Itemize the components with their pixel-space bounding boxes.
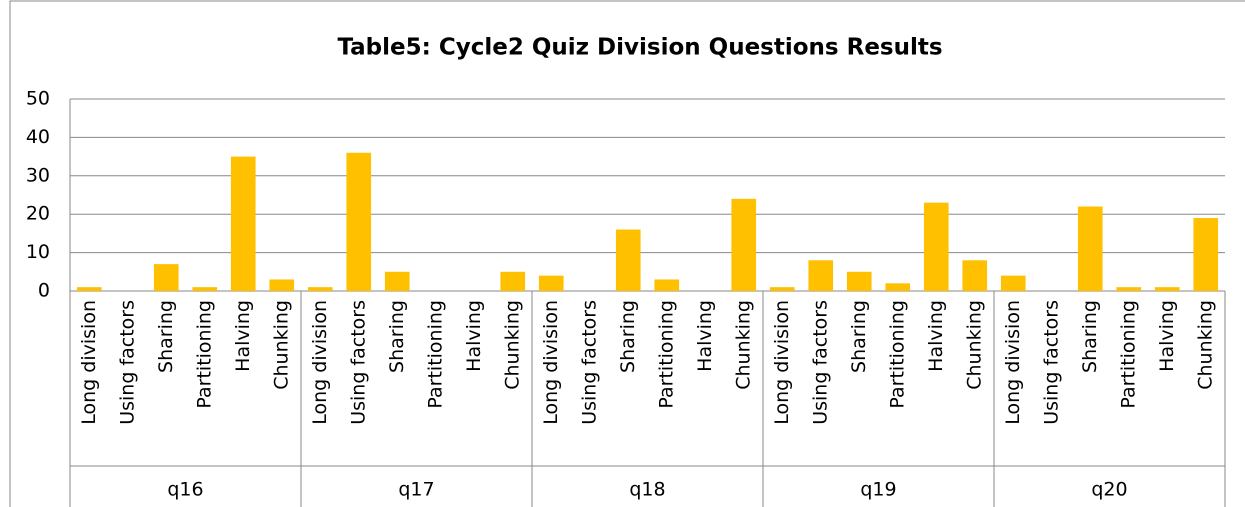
- bar: [500, 271, 526, 291]
- bar: [153, 264, 179, 291]
- bar: [769, 287, 795, 291]
- y-tick-label: 20: [26, 203, 50, 225]
- bar: [230, 156, 256, 291]
- x-tick-label: Chunking: [1194, 300, 1216, 390]
- group-label: q16: [167, 479, 203, 501]
- x-tick-label: Partitioning: [655, 300, 677, 409]
- bar: [962, 260, 988, 291]
- x-tick-label: Using factors: [116, 300, 138, 425]
- x-tick-label: Halving: [694, 300, 716, 372]
- x-tick-label: Long division: [771, 300, 793, 425]
- group-label: q17: [398, 479, 434, 501]
- x-tick-label: Partitioning: [193, 300, 215, 409]
- x-tick-label: Sharing: [155, 300, 177, 373]
- bar: [1077, 206, 1103, 291]
- x-tick-label: Sharing: [617, 300, 639, 373]
- y-tick-label: 10: [26, 241, 50, 263]
- x-tick-label: Long division: [540, 300, 562, 425]
- bar: [538, 275, 564, 291]
- x-tick-label: Halving: [925, 300, 947, 372]
- bar: [307, 287, 333, 291]
- y-tick-label: 50: [26, 88, 50, 110]
- bar: [1000, 275, 1026, 291]
- group-label: q19: [860, 479, 896, 501]
- x-tick-label: Chunking: [963, 300, 985, 390]
- bar: [1154, 287, 1180, 291]
- bar: [808, 260, 834, 291]
- x-tick-label: Halving: [463, 300, 485, 372]
- x-tick-label: Using factors: [809, 300, 831, 425]
- bar: [615, 229, 641, 291]
- x-tick-label: Long division: [1002, 300, 1024, 425]
- group-label: q18: [629, 479, 665, 501]
- x-tick-label: Sharing: [848, 300, 870, 373]
- x-tick-label: Long division: [309, 300, 331, 425]
- x-tick-label: Sharing: [386, 300, 408, 373]
- x-tick-label: Long division: [78, 300, 100, 425]
- chart-title: Table5: Cycle2 Quiz Division Questions R…: [337, 35, 942, 61]
- x-tick-label: Using factors: [1040, 300, 1062, 425]
- bar: [731, 198, 757, 291]
- y-tick-label: 30: [26, 164, 50, 186]
- x-tick-label: Sharing: [1079, 300, 1101, 373]
- chart-frame: [9, 0, 1245, 507]
- x-tick-label: Chunking: [732, 300, 754, 390]
- x-tick-label: Partitioning: [424, 300, 446, 409]
- bar: [846, 271, 872, 291]
- bar: [654, 279, 680, 291]
- y-tick-label: 0: [38, 280, 50, 302]
- bar: [923, 202, 949, 291]
- x-tick-label: Partitioning: [886, 300, 908, 409]
- bar: [76, 287, 102, 291]
- bar: [269, 279, 295, 291]
- bar: [1116, 287, 1142, 291]
- bar: [192, 287, 218, 291]
- bar: [1193, 218, 1219, 291]
- group-label: q20: [1091, 479, 1127, 501]
- x-tick-label: Halving: [232, 300, 254, 372]
- x-tick-label: Chunking: [501, 300, 523, 390]
- x-tick-label: Chunking: [270, 300, 292, 390]
- x-tick-label: Partitioning: [1117, 300, 1139, 409]
- x-tick-label: Halving: [1156, 300, 1178, 372]
- bar: [384, 271, 410, 291]
- bar: [346, 152, 372, 291]
- y-tick-label: 40: [26, 126, 50, 148]
- x-tick-label: Using factors: [578, 300, 600, 425]
- x-tick-label: Using factors: [347, 300, 369, 425]
- bar: [885, 283, 911, 291]
